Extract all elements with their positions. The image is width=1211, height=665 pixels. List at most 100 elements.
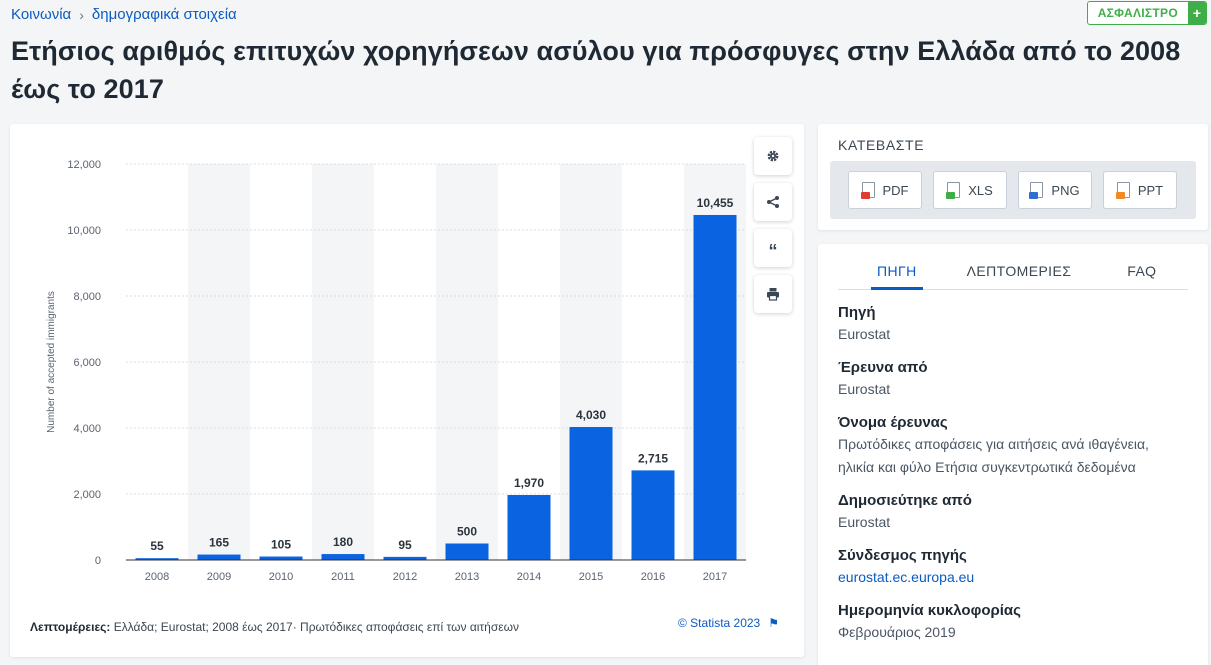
cite-button[interactable]: “ xyxy=(754,229,792,267)
bar xyxy=(507,494,551,560)
share-icon xyxy=(767,196,779,208)
source-value: Πρωτόδικες αποφάσεις για αιτήσεις ανά ιθ… xyxy=(838,436,1149,475)
source-value: Eurostat xyxy=(838,381,891,397)
x-tick-label: 2009 xyxy=(207,571,231,583)
x-tick-label: 2011 xyxy=(331,571,355,583)
bar xyxy=(321,554,365,560)
chart-details: Λεπτομέρειες: Ελλάδα; Eurostat; 2008 έως… xyxy=(30,620,519,634)
download-xls-label: XLS xyxy=(968,182,993,198)
copyright-text: © Statista 2023 xyxy=(678,616,761,630)
source-list: Πηγή Eurostat Έρευνα από Eurostat Όνομα … xyxy=(838,302,1188,655)
bar-value-label: 105 xyxy=(271,538,291,552)
x-tick-label: 2010 xyxy=(269,571,293,583)
download-pdf-label: PDF xyxy=(882,182,909,198)
source-card: ΠΗΓΗ ΛΕΠΤΟΜΕΡΙΕΣ FAQ Πηγή Eurostat Έρευν… xyxy=(818,244,1208,665)
download-pdf-button[interactable]: PDF xyxy=(848,171,922,209)
share-button[interactable] xyxy=(754,183,792,221)
png-file-icon xyxy=(1029,182,1044,199)
source-key: Δημοσιεύτηκε από xyxy=(838,492,972,509)
y-axis-label: Number of accepted immigrants xyxy=(46,291,57,433)
bar-chart: 0 2,000 4,000 6,000 8,000 10,000 12,000 55 165 1… xyxy=(46,159,746,583)
download-xls-button[interactable]: XLS xyxy=(933,171,1007,209)
details-label: Λεπτομέρειες: xyxy=(30,620,111,634)
y-tick-label: 2,000 xyxy=(73,489,101,501)
y-tick-label: 10,000 xyxy=(67,225,101,237)
source-key: Σύνδεσμος πηγής xyxy=(838,547,967,564)
x-tick-label: 2008 xyxy=(145,571,169,583)
source-tabs: ΠΗΓΗ ΛΕΠΤΟΜΕΡΙΕΣ FAQ xyxy=(838,260,1188,290)
source-key: Έρευνα από xyxy=(838,359,928,376)
tab-details[interactable]: ΛΕΠΤΟΜΕΡΙΕΣ xyxy=(966,263,1072,279)
ppt-file-icon xyxy=(1115,182,1130,199)
bar xyxy=(693,214,737,561)
bar xyxy=(197,554,241,560)
source-item: Πηγή Eurostat xyxy=(838,302,1188,346)
source-item: Σύνδεσμος πηγής eurostat.ec.europa.eu xyxy=(838,545,1188,589)
source-value: Eurostat xyxy=(838,326,891,342)
bar-value-label: 10,455 xyxy=(697,196,734,210)
bar-value-label: 4,030 xyxy=(576,408,606,422)
bar xyxy=(383,556,427,560)
x-tick-label: 2012 xyxy=(393,571,417,583)
x-tick-label: 2013 xyxy=(455,571,479,583)
download-title: ΚΑΤΕΒΑΣΤΕ xyxy=(838,137,925,153)
bar-value-label: 165 xyxy=(209,536,229,550)
y-tick-label: 0 xyxy=(95,555,101,567)
x-tick-label: 2016 xyxy=(641,571,665,583)
tab-source[interactable]: ΠΗΓΗ xyxy=(871,260,923,290)
copyright[interactable]: © Statista 2023 ⚑ xyxy=(678,616,779,630)
page-title: Ετήσιος αριθμός επιτυχών χορηγήσεων ασύλ… xyxy=(11,36,1181,104)
chart-toolbar: “ xyxy=(754,137,792,313)
print-icon xyxy=(767,288,779,301)
source-key: Όνομα έρευνας xyxy=(838,414,948,431)
premium-badge[interactable]: ΑΣΦΑΛΙΣΤΡΟ + xyxy=(1086,1,1207,25)
bar-value-label: 95 xyxy=(398,538,412,552)
breadcrumb-item-demographics[interactable]: δημογραφικά στοιχεία xyxy=(91,6,237,23)
bar-value-label: 500 xyxy=(457,525,477,539)
x-tick-label: 2015 xyxy=(579,571,603,583)
source-link[interactable]: eurostat.ec.europa.eu xyxy=(838,569,975,585)
x-tick-label: 2017 xyxy=(703,571,727,583)
bar-value-label: 55 xyxy=(150,539,164,553)
bar xyxy=(259,556,303,560)
breadcrumb-separator: › xyxy=(79,6,84,23)
xls-file-icon xyxy=(946,182,961,199)
plus-icon: + xyxy=(1188,2,1206,24)
print-button[interactable] xyxy=(754,275,792,313)
bar xyxy=(135,558,179,560)
bar-value-label: 1,970 xyxy=(514,476,544,490)
bar-value-label: 180 xyxy=(333,535,353,549)
y-tick-label: 12,000 xyxy=(67,159,101,171)
download-png-label: PNG xyxy=(1051,182,1080,198)
source-value: Φεβρουάριος 2019 xyxy=(838,624,956,640)
settings-button[interactable] xyxy=(754,137,792,175)
chart-card: 0 2,000 4,000 6,000 8,000 10,000 12,000 55 165 1… xyxy=(10,124,804,657)
bar xyxy=(569,427,613,560)
x-tick-label: 2014 xyxy=(517,571,541,583)
download-ppt-label: PPT xyxy=(1137,182,1164,198)
source-item: Όνομα έρευνας Πρωτόδικες αποφάσεις για α… xyxy=(838,412,1188,479)
tab-faq[interactable]: FAQ xyxy=(1127,263,1157,279)
bar-value-label: 2,715 xyxy=(638,451,668,465)
pdf-file-icon xyxy=(860,182,875,199)
y-tick-label: 8,000 xyxy=(73,291,101,303)
source-item: Ημερομηνία κυκλοφορίας Φεβρουάριος 2019 xyxy=(838,600,1188,644)
download-ppt-button[interactable]: PPT xyxy=(1103,171,1177,209)
download-png-button[interactable]: PNG xyxy=(1018,171,1092,209)
breadcrumb: Κοινωνία › δημογραφικά στοιχεία xyxy=(11,6,237,23)
bar xyxy=(631,470,675,560)
flag-icon: ⚑ xyxy=(768,616,779,630)
y-tick-label: 6,000 xyxy=(73,357,101,369)
source-key: Πηγή xyxy=(838,304,876,321)
premium-label: ΑΣΦΑΛΙΣΤΡΟ xyxy=(1097,6,1178,20)
breadcrumb-item-society[interactable]: Κοινωνία xyxy=(11,6,72,23)
details-text: Ελλάδα; Eurostat; 2008 έως 2017· Πρωτόδι… xyxy=(113,620,519,634)
y-tick-label: 4,000 xyxy=(73,423,101,435)
download-buttons: PDF XLS PNG PPT xyxy=(830,161,1196,219)
quote-icon: “ xyxy=(768,241,778,261)
gear-icon xyxy=(767,150,779,162)
source-item: Δημοσιεύτηκε από Eurostat xyxy=(838,490,1188,534)
source-key: Ημερομηνία κυκλοφορίας xyxy=(838,602,1021,619)
source-item: Έρευνα από Eurostat xyxy=(838,357,1188,401)
